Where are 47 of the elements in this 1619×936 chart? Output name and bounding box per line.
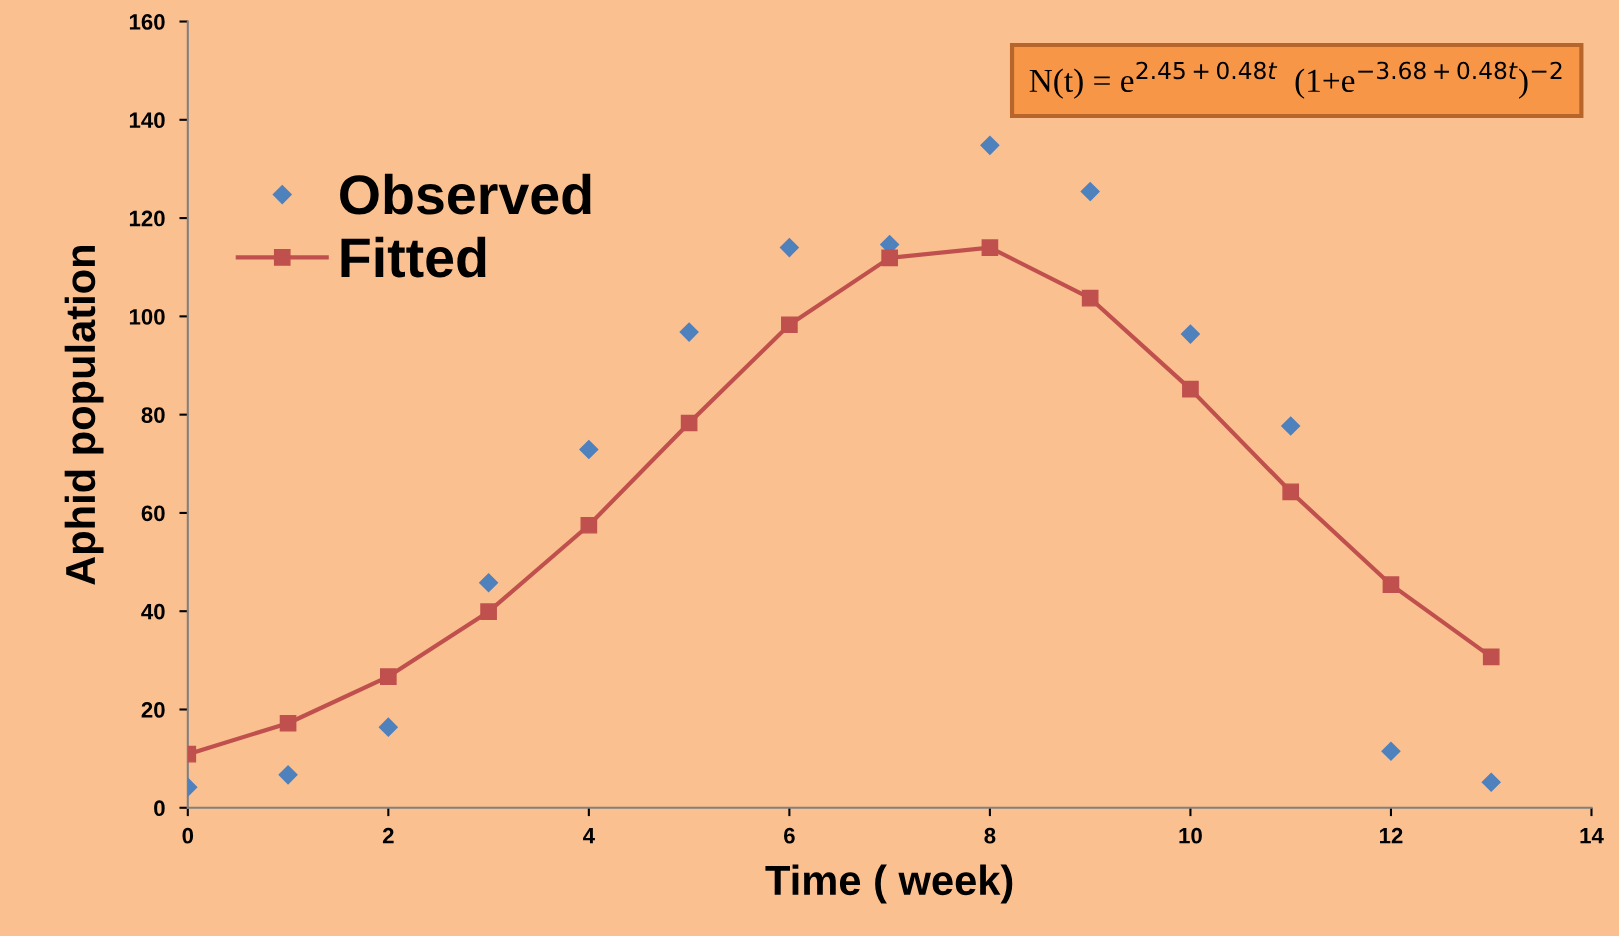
y-tick-label: 60 xyxy=(141,505,165,522)
point xyxy=(480,603,497,621)
point xyxy=(1081,289,1099,307)
point xyxy=(1281,416,1301,436)
point xyxy=(881,249,898,267)
y-tick-label: 120 xyxy=(129,210,165,227)
point xyxy=(680,414,698,432)
x-axis-title: Time ( week) xyxy=(765,864,1013,904)
y-tick-label: 0 xyxy=(154,800,165,817)
y-tick-label: 160 xyxy=(129,14,165,30)
point xyxy=(779,238,799,258)
y-tick-label: 100 xyxy=(129,308,165,325)
x-tick-label: 4 xyxy=(583,828,595,844)
point xyxy=(1182,380,1199,398)
point xyxy=(981,239,999,256)
annotation: N(t) = e$^{2.45+0.48t}$ (1+e$^{−3.68+0.48t}$)$^{−2}$ xyxy=(1029,61,1562,99)
legend-label: Fitted xyxy=(341,236,486,278)
point xyxy=(781,316,798,334)
y-tick-label: 80 xyxy=(141,407,165,423)
point xyxy=(580,516,598,534)
x-tick-label: 8 xyxy=(984,827,996,844)
x-tick-label: 6 xyxy=(784,827,795,844)
point xyxy=(279,714,297,732)
x-tick-label: 14 xyxy=(1580,828,1604,844)
legend-label: Observed xyxy=(340,173,591,215)
point xyxy=(1282,483,1300,501)
point xyxy=(679,322,699,342)
x-tick-label: 10 xyxy=(1179,827,1202,844)
y-tick-label: 40 xyxy=(141,603,165,620)
x-tick-label: 0 xyxy=(182,827,194,844)
point xyxy=(579,440,599,460)
point xyxy=(1180,324,1200,344)
point xyxy=(1381,741,1401,761)
point xyxy=(479,573,499,593)
y-axis-title: Aphid population xyxy=(64,245,104,585)
y-tick-label: 140 xyxy=(129,112,165,129)
point xyxy=(1080,182,1100,202)
x-tick-label: 2 xyxy=(382,827,394,844)
point xyxy=(1481,772,1501,792)
point xyxy=(379,668,397,685)
point xyxy=(378,717,398,737)
point xyxy=(1382,576,1400,594)
point xyxy=(980,135,1000,155)
x-tick-label: 12 xyxy=(1379,827,1403,844)
point xyxy=(278,765,298,785)
y-tick-label: 20 xyxy=(141,702,165,718)
point xyxy=(1482,648,1500,666)
